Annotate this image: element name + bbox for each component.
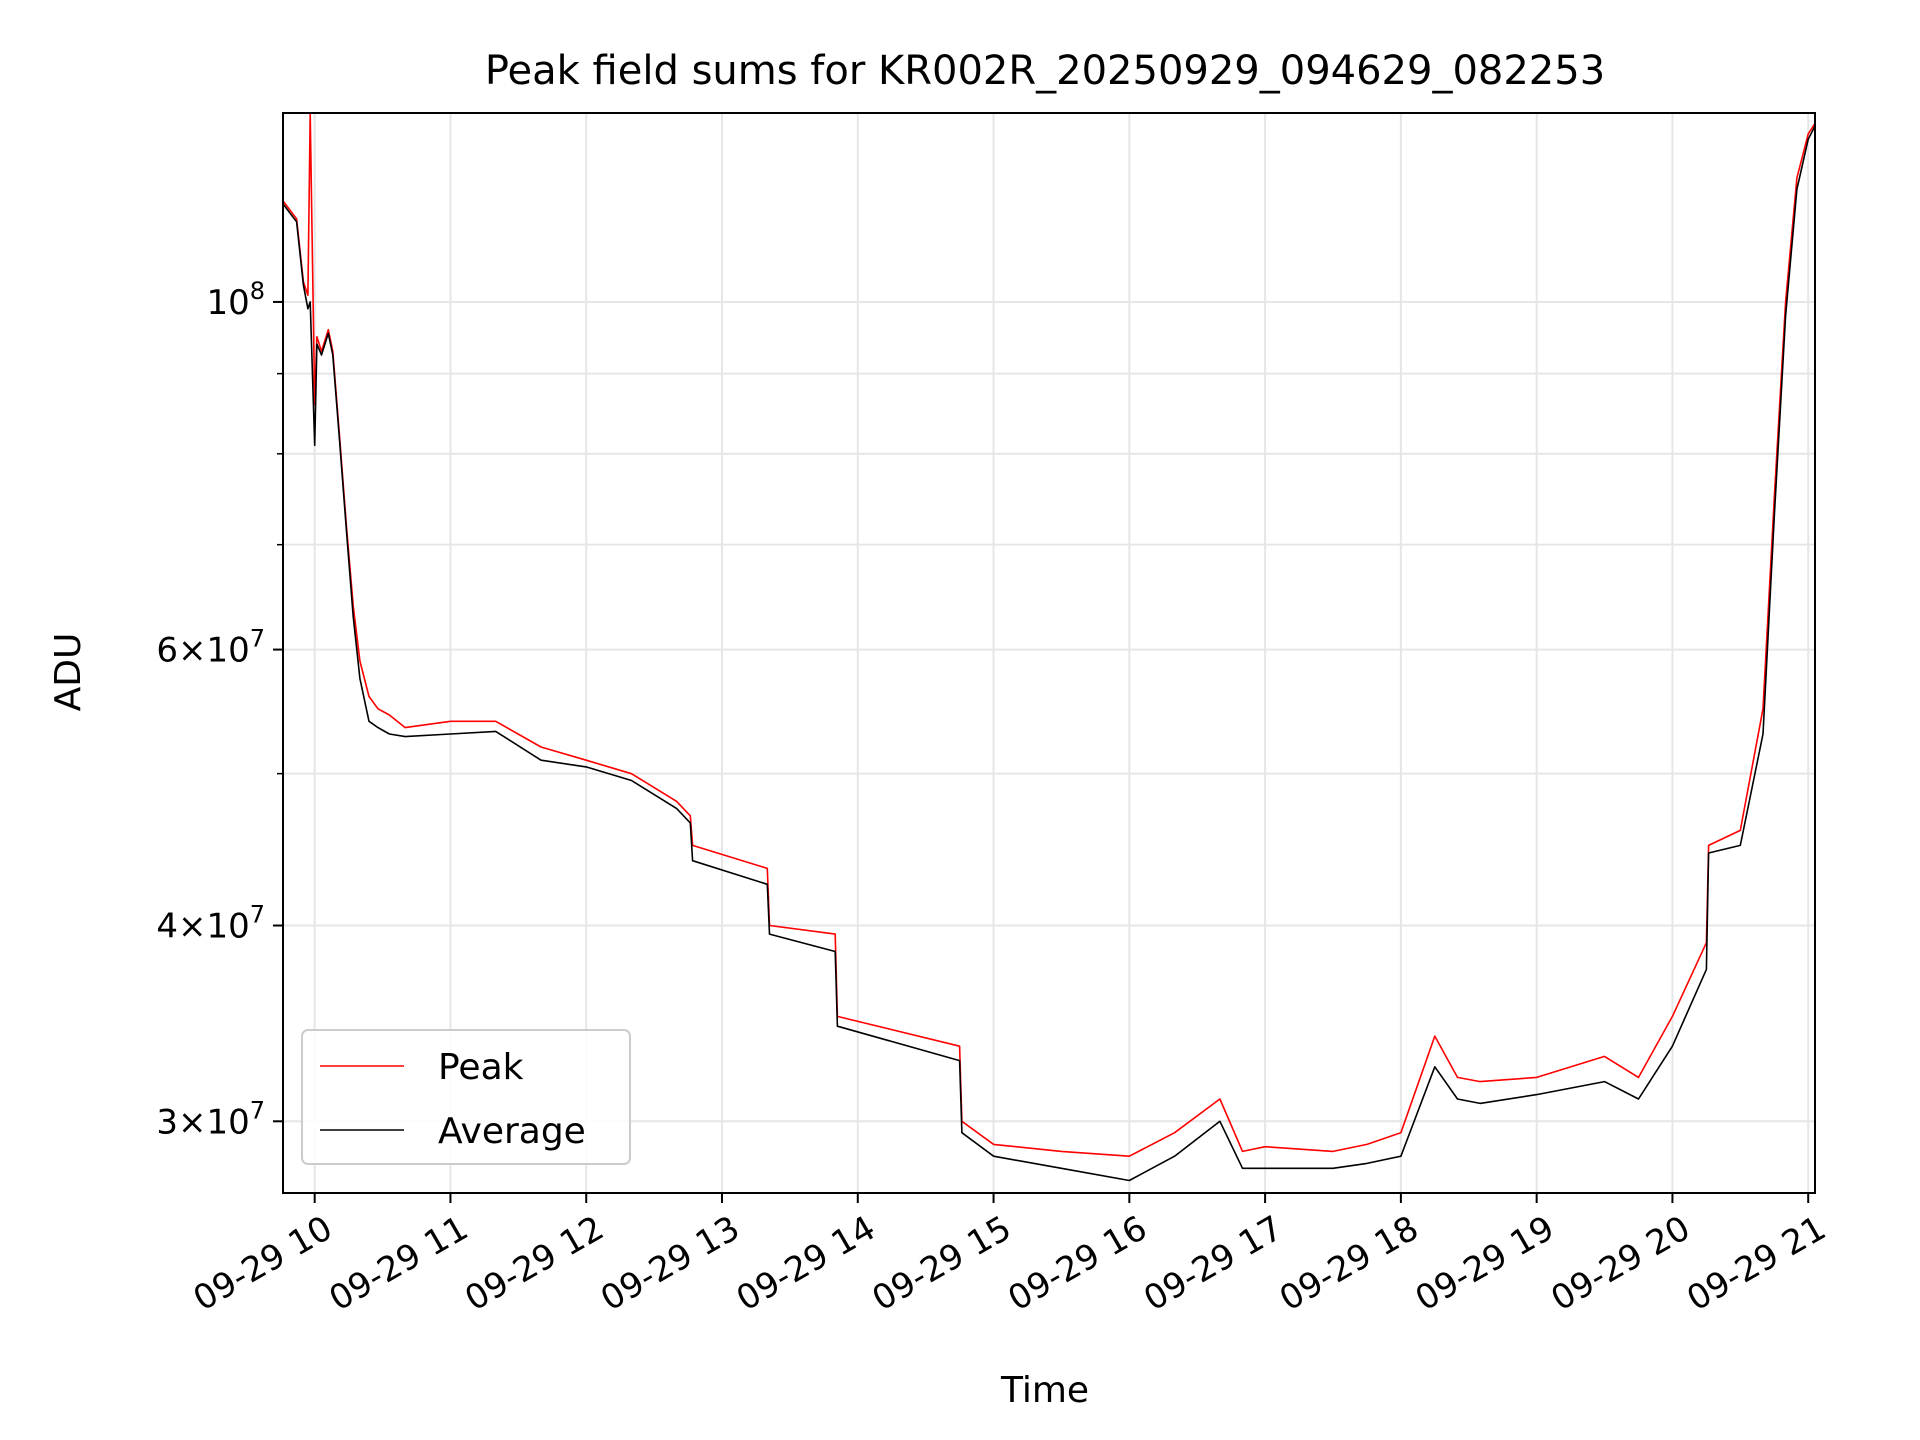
- legend: Peak Average: [301, 1029, 631, 1165]
- y-tick-label: 108: [206, 277, 265, 323]
- chart-title: Peak field sums for KR002R_20250929_0946…: [485, 48, 1605, 94]
- x-axis-label: Time: [1000, 1370, 1089, 1411]
- grid: [283, 113, 1815, 1193]
- series-layer: [283, 113, 1815, 1182]
- legend-label-peak: Peak: [438, 1047, 524, 1088]
- plot-frame: [282, 112, 1816, 1194]
- legend-label-average: Average: [438, 1111, 586, 1152]
- series-line-average: [283, 125, 1815, 1182]
- y-tick-label: 3×107: [156, 1096, 265, 1142]
- y-tick-label: 6×107: [156, 625, 265, 671]
- y-tick-label: 4×107: [156, 901, 265, 947]
- y-axis-label: ADU: [48, 633, 89, 712]
- y-axis: 3×107 4×107 6×107 108: [156, 277, 283, 1142]
